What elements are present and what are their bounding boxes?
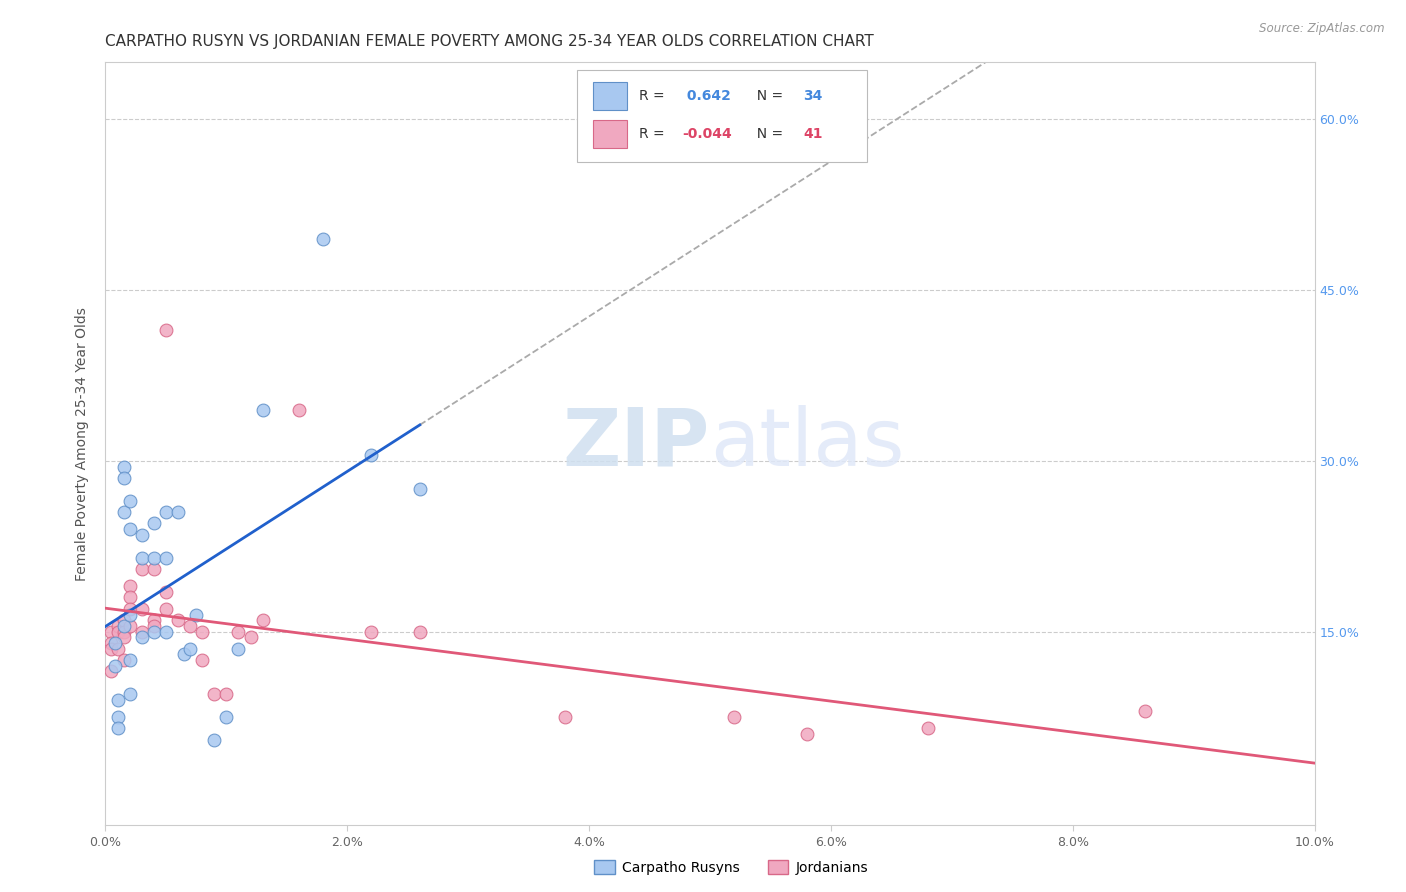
Point [409, 483, 432, 497]
Point [100, 641, 122, 656]
Point [118, 619, 141, 633]
FancyBboxPatch shape [593, 82, 627, 110]
Point [142, 516, 165, 531]
Point [118, 653, 141, 667]
Point [186, 607, 208, 622]
Point [312, 232, 335, 246]
Point [118, 687, 141, 701]
Point [155, 602, 177, 616]
Point [252, 402, 274, 417]
Point [228, 641, 250, 656]
Point [131, 528, 153, 542]
Point [118, 522, 141, 536]
Point [360, 624, 382, 639]
Point [107, 710, 129, 724]
Point [112, 630, 135, 644]
Point [131, 602, 153, 616]
Text: 0.642: 0.642 [682, 89, 731, 103]
Point [131, 550, 153, 565]
Point [104, 658, 127, 673]
FancyBboxPatch shape [593, 120, 627, 148]
Point [107, 624, 129, 639]
Text: N =: N = [748, 128, 787, 141]
Point [118, 591, 141, 605]
Point [107, 722, 129, 736]
Point [191, 653, 214, 667]
Point [118, 579, 141, 593]
Text: R =: R = [638, 128, 669, 141]
Point [155, 505, 177, 519]
Point [100, 624, 122, 639]
Point [131, 630, 153, 644]
Text: atlas: atlas [710, 405, 904, 483]
Point [179, 641, 201, 656]
Point [167, 505, 190, 519]
Point [239, 630, 262, 644]
Point [100, 636, 122, 650]
Point [112, 459, 135, 474]
Text: 34: 34 [803, 89, 823, 103]
Point [107, 641, 129, 656]
Point [131, 624, 153, 639]
Text: R =: R = [638, 89, 669, 103]
Point [142, 613, 165, 627]
Point [202, 732, 225, 747]
Point [228, 624, 250, 639]
Point [131, 562, 153, 576]
Point [112, 505, 135, 519]
Point [554, 710, 576, 724]
Point [118, 607, 141, 622]
Point [107, 619, 129, 633]
Point [409, 624, 432, 639]
Point [112, 471, 135, 485]
Point [142, 550, 165, 565]
Text: Source: ZipAtlas.com: Source: ZipAtlas.com [1260, 22, 1385, 36]
Text: ZIP: ZIP [562, 405, 710, 483]
Point [360, 448, 382, 462]
Text: -0.044: -0.044 [682, 128, 733, 141]
Text: 41: 41 [803, 128, 823, 141]
Point [142, 562, 165, 576]
Point [118, 493, 141, 508]
Point [112, 613, 135, 627]
Y-axis label: Female Poverty Among 25-34 Year Olds: Female Poverty Among 25-34 Year Olds [76, 307, 90, 581]
Point [155, 550, 177, 565]
Point [118, 602, 141, 616]
Point [112, 619, 135, 633]
Point [252, 613, 274, 627]
Point [167, 613, 190, 627]
Point [112, 624, 135, 639]
Point [107, 693, 129, 707]
Point [104, 636, 127, 650]
Point [142, 619, 165, 633]
Point [215, 710, 238, 724]
Text: N =: N = [748, 89, 787, 103]
Point [288, 402, 311, 417]
Point [173, 648, 195, 662]
FancyBboxPatch shape [576, 70, 868, 161]
Text: CARPATHO RUSYN VS JORDANIAN FEMALE POVERTY AMONG 25-34 YEAR OLDS CORRELATION CHA: CARPATHO RUSYN VS JORDANIAN FEMALE POVER… [105, 34, 875, 49]
Point [202, 687, 225, 701]
Point [917, 722, 939, 736]
Point [142, 624, 165, 639]
Point [155, 323, 177, 337]
Point [179, 619, 201, 633]
Point [191, 624, 214, 639]
Point [112, 653, 135, 667]
Point [155, 584, 177, 599]
Point [155, 624, 177, 639]
Point [100, 665, 122, 679]
Point [723, 710, 745, 724]
Point [796, 727, 818, 741]
Point [215, 687, 238, 701]
Legend: Carpatho Rusyns, Jordanians: Carpatho Rusyns, Jordanians [589, 855, 873, 880]
Point [1135, 704, 1157, 718]
